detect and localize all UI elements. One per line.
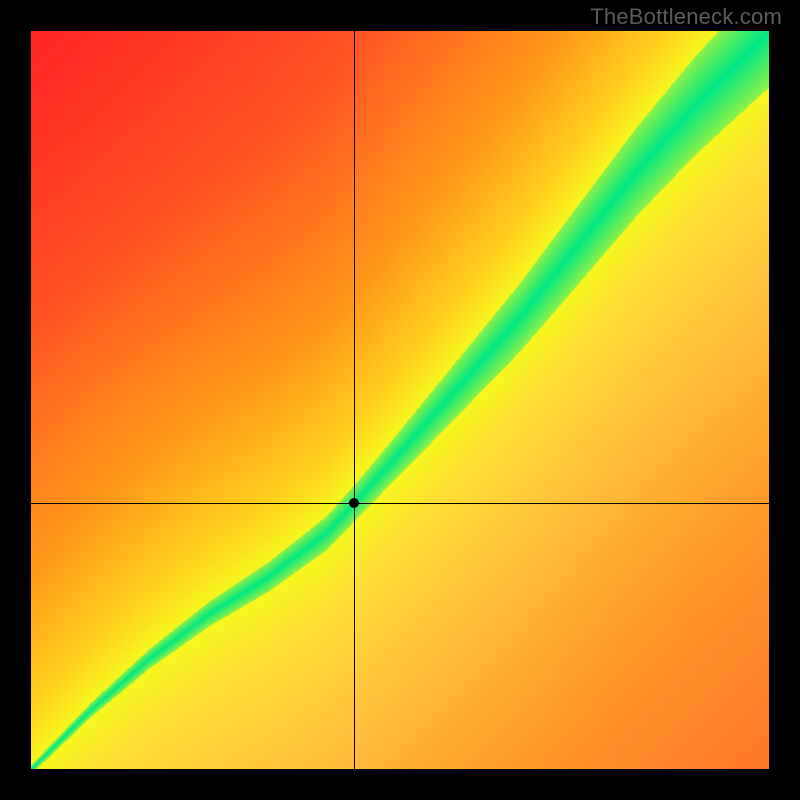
plot-frame	[31, 31, 769, 769]
brand-watermark: TheBottleneck.com	[590, 4, 782, 30]
heatmap-canvas	[31, 31, 769, 769]
figure-container: TheBottleneck.com	[0, 0, 800, 800]
